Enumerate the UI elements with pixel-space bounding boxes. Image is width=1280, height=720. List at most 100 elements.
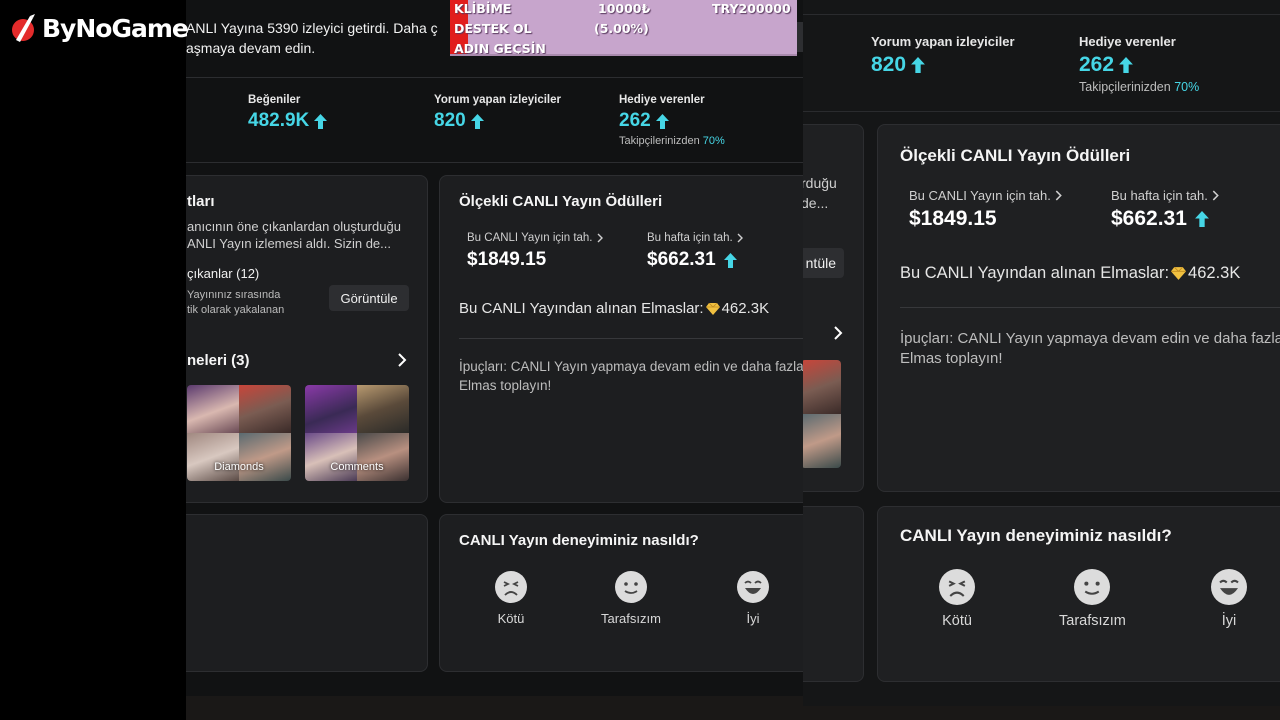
record-thumbnail-comments[interactable]: Comments xyxy=(305,385,409,481)
bg-bottom-strip xyxy=(803,706,1280,720)
bg-live-earnings-link[interactable]: Bu CANLI Yayın için tah. xyxy=(909,188,1062,203)
chevron-right-icon xyxy=(737,233,743,243)
pen-logo-icon xyxy=(12,14,35,42)
arrow-up-icon xyxy=(655,113,669,129)
rating-good[interactable]: İyi xyxy=(737,571,769,626)
thumb-cell xyxy=(357,385,409,433)
thumb-cell xyxy=(239,433,291,481)
sad-face-icon xyxy=(939,569,975,605)
commenters-value: 820 xyxy=(434,110,466,131)
brand-logo: ByNoGame xyxy=(10,10,189,46)
chevron-right-icon[interactable] xyxy=(833,325,843,341)
highlights-sub-line-1: Yayınınız sırasında xyxy=(187,289,281,301)
live-earnings-amount: $1849.15 xyxy=(467,249,547,270)
bg-commenters-value: 820 xyxy=(871,53,907,76)
rating-neutral-label: Tarafsızım xyxy=(601,611,661,626)
experience-card: CANLI Yayın deneyiminiz nasıldı? Kötü Ta… xyxy=(439,514,803,672)
thumb-cell xyxy=(803,414,841,468)
bg-thumbnail-fragment[interactable] xyxy=(803,360,841,468)
happy-face-icon xyxy=(737,571,769,603)
bg-highlights-frag-2: de... xyxy=(803,195,829,211)
thumb-cell xyxy=(239,385,291,433)
bg-rewards-card: Ölçekli CANLI Yayın Ödülleri Bu CANLI Ya… xyxy=(877,124,1280,492)
arrow-up-icon xyxy=(911,57,925,73)
bg-week-earnings-value: $662.31 xyxy=(1111,207,1209,231)
bg-tips-line-1: İpuçları: CANLI Yayın yapmaya devam edin… xyxy=(900,330,1280,347)
highlights-desc-line-2: ANLI Yayın izlemesi aldı. Sizin de... xyxy=(187,236,392,251)
highlights-desc: anıcının öne çıkanlardan oluşturduğu ANL… xyxy=(187,218,401,252)
bg-gifters-label: Hediye verenler xyxy=(1079,34,1176,49)
rating-bad[interactable]: Kötü xyxy=(495,571,527,626)
record-thumbnail-diamonds[interactable]: Diamonds xyxy=(187,385,291,481)
rating-good-label: İyi xyxy=(746,611,760,626)
arrow-up-icon xyxy=(1194,211,1209,227)
intro-line-2: aşmaya devam edin. xyxy=(186,40,316,56)
thumb-cell xyxy=(305,433,357,481)
rewards-card: Ölçekli CANLI Yayın Ödülleri Bu CANLI Ya… xyxy=(439,175,803,503)
bg-rating-good[interactable]: İyi xyxy=(1211,569,1247,629)
likes-value: 482.9K xyxy=(248,110,310,131)
highlights-desc-line-1: anıcının öne çıkanlardan oluşturduğu xyxy=(187,219,401,234)
commenters-value-row: 820 xyxy=(434,110,561,132)
arrow-up-icon xyxy=(723,252,737,268)
rating-neutral[interactable]: Tarafsızım xyxy=(601,571,661,626)
bg-rewards-title: Ölçekli CANLI Yayın Ödülleri xyxy=(900,146,1131,165)
bg-tips-line-2: Elmas toplayın! xyxy=(900,350,1003,367)
intro-line-1: ANLI Yayına 5390 izleyici getirdi. Daha … xyxy=(186,20,438,36)
chevron-right-icon xyxy=(1055,190,1062,201)
bg-diamonds-line: Bu CANLI Yayından alınan Elmaslar: 462.3… xyxy=(900,264,1240,283)
week-earnings-label: Bu hafta için tah. xyxy=(647,232,733,244)
background-zoomed-panel: Yorum yapan izleyiciler 820 Hediye veren… xyxy=(803,0,1280,720)
bg-diamonds-value: 462.3K xyxy=(1188,264,1241,282)
divider xyxy=(900,307,1280,308)
view-highlights-button[interactable]: Görüntüle xyxy=(329,285,409,311)
highlights-count: çıkanlar (12) xyxy=(187,266,260,281)
bg-rating-neutral[interactable]: Tarafsızım xyxy=(1059,569,1126,629)
neutral-face-icon xyxy=(614,571,647,603)
bg-stat-gifters: Hediye verenler 262 Takipçilerinizden 70… xyxy=(1079,34,1199,94)
chevron-right-icon xyxy=(1212,190,1219,201)
highlights-card: tları anıcının öne çıkanlardan oluşturdu… xyxy=(186,175,428,503)
divider xyxy=(459,338,803,339)
donation-line1-left: KLİBİME xyxy=(454,1,512,16)
thumb-cell xyxy=(357,433,409,481)
left-black-strip xyxy=(0,0,186,720)
bg-rating-bad[interactable]: Kötü xyxy=(939,569,975,629)
bg-highlights-card-fragment: rduğu de... ntüle xyxy=(803,124,864,492)
week-earnings-link[interactable]: Bu hafta için tah. xyxy=(647,232,743,244)
bg-week-earnings-link[interactable]: Bu hafta için tah. xyxy=(1111,188,1219,203)
stat-commenters: Yorum yapan izleyiciler 820 xyxy=(434,94,561,132)
bg-rewards-tips: İpuçları: CANLI Yayın yapmaya devam edin… xyxy=(900,329,1280,369)
divider xyxy=(803,111,1280,112)
neutral-face-icon xyxy=(1074,569,1111,605)
divider xyxy=(186,77,803,78)
chevron-right-icon[interactable] xyxy=(397,352,407,368)
bg-gifters-sub-prefix: Takipçilerinizden xyxy=(1079,80,1171,94)
gifters-sub-prefix: Takipçilerinizden xyxy=(619,135,700,147)
donation-line2-mid: (5.00%) xyxy=(594,21,649,36)
week-earnings-amount: $662.31 xyxy=(647,249,716,270)
stat-likes: Beğeniler 482.9K xyxy=(248,94,328,132)
donation-line1-right: TRY200000 xyxy=(712,1,791,16)
bg-empty-card-fragment xyxy=(803,506,864,682)
main-analytics-panel: ANLI Yayına 5390 izleyici getirdi. Daha … xyxy=(186,0,803,696)
diamonds-line: Bu CANLI Yayından alınan Elmaslar: 462.3… xyxy=(459,300,769,317)
donation-progress-bar xyxy=(450,0,468,54)
rewards-tips: İpuçları: CANLI Yayın yapmaya devam edin… xyxy=(459,357,803,395)
arrow-up-icon xyxy=(314,113,328,129)
arrow-up-icon xyxy=(1119,57,1133,73)
bg-view-button[interactable]: ntüle xyxy=(803,248,844,278)
thumb-label: Comments xyxy=(330,461,384,473)
likes-value-row: 482.9K xyxy=(248,110,328,132)
donation-line2-left: DESTEK OL xyxy=(454,21,532,36)
bg-highlights-desc: rduğu de... xyxy=(803,173,837,213)
empty-card xyxy=(186,514,428,672)
live-earnings-link[interactable]: Bu CANLI Yayın için tah. xyxy=(467,232,603,244)
bg-gifters-value-row: 262 xyxy=(1079,53,1199,77)
intro-text: ANLI Yayına 5390 izleyici getirdi. Daha … xyxy=(186,18,466,58)
main-bottom-strip xyxy=(186,696,803,720)
bg-highlights-frag-1: rduğu xyxy=(803,175,837,191)
bg-rating-good-label: İyi xyxy=(1221,613,1237,629)
highlights-sub: Yayınınız sırasında tik olarak yakalanan xyxy=(187,288,284,318)
sad-face-icon xyxy=(495,571,527,603)
